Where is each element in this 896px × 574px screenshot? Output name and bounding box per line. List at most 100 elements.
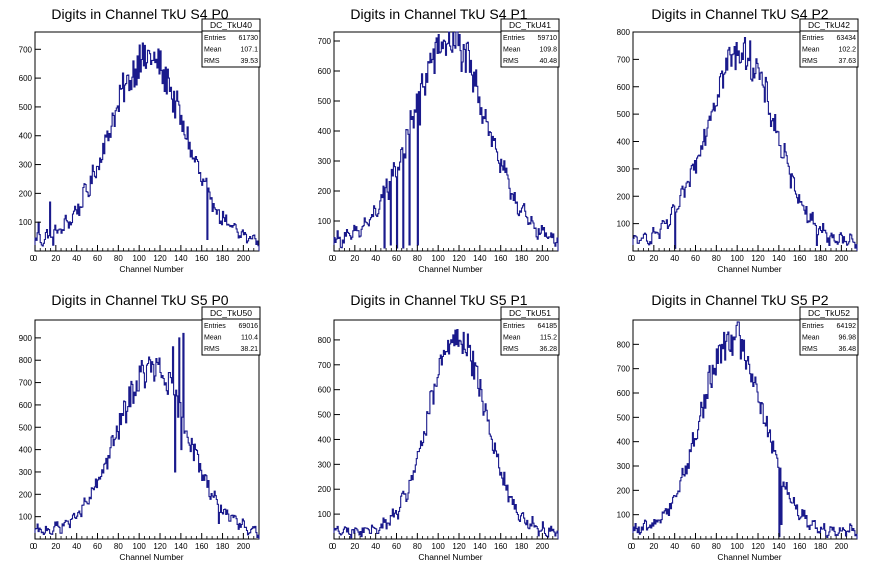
- x-tick-label: 60: [93, 542, 102, 551]
- x-tick-label: 0: [631, 254, 636, 263]
- histogram-panel-1: Digits in Channel TkU S4 P0 0 20 40 60 80 100 1…: [19, 6, 261, 274]
- histogram-line: [333, 31, 559, 251]
- stats-label-entries: Entries: [503, 35, 525, 42]
- stats-name: DC_TkU50: [210, 308, 252, 318]
- y-tick-label: 700: [318, 37, 332, 46]
- x-tick-label: 200: [237, 542, 251, 551]
- x-tick-label: 0: [631, 542, 636, 551]
- stats-value-rms: 38.21: [240, 346, 258, 353]
- y-tick-label: 400: [318, 127, 332, 136]
- y-tick-label: 800: [19, 356, 33, 365]
- y-tick-label: 500: [617, 413, 631, 422]
- y-tick-label: 200: [617, 192, 631, 201]
- x-tick-label: 100: [432, 542, 446, 551]
- y-tick-label: 300: [617, 462, 631, 471]
- y-tick-label: 100: [617, 220, 631, 229]
- panel-title: Digits in Channel TkU S5 P1: [350, 292, 527, 308]
- histogram-line: [632, 321, 858, 539]
- x-tick-label: 80: [114, 542, 123, 551]
- stats-label-rms: RMS: [503, 346, 519, 353]
- y-tick-label: 300: [19, 468, 33, 477]
- y-tick-label: 100: [19, 513, 33, 522]
- y-tick-label: 400: [617, 438, 631, 447]
- panel-title: Digits in Channel TkU S5 P0: [51, 292, 228, 308]
- histogram-line: [34, 42, 260, 251]
- x-axis-label: Channel Number: [717, 552, 781, 562]
- x-tick-label: 180: [515, 254, 529, 263]
- stats-value-rms: 40.48: [539, 58, 557, 65]
- y-tick-label: 800: [617, 340, 631, 349]
- y-origin-label: 0: [329, 542, 334, 551]
- x-tick-label: 120: [751, 542, 765, 551]
- x-tick-label: 40: [72, 542, 81, 551]
- x-tick-label: 120: [153, 542, 167, 551]
- x-tick-label: 180: [216, 254, 230, 263]
- x-tick-label: 200: [835, 542, 849, 551]
- stats-label-entries: Entries: [802, 323, 824, 330]
- x-tick-label: 20: [51, 254, 60, 263]
- stats-value-rms: 39.53: [240, 58, 258, 65]
- stats-value-entries: 59710: [538, 35, 558, 42]
- y-tick-label: 800: [617, 28, 631, 37]
- y-tick-label: 500: [318, 97, 332, 106]
- x-tick-label: 160: [494, 254, 508, 263]
- stats-value-mean: 109.8: [539, 47, 557, 54]
- x-axis-label: Channel Number: [717, 264, 781, 274]
- y-tick-label: 400: [617, 138, 631, 147]
- plot-frame: [34, 31, 260, 252]
- stats-name: DC_TkU52: [808, 308, 850, 318]
- x-tick-label: 60: [392, 254, 401, 263]
- stats-name: DC_TkU41: [509, 20, 551, 30]
- x-tick-label: 180: [515, 542, 529, 551]
- stats-value-mean: 107.1: [240, 47, 258, 54]
- x-tick-label: 160: [793, 254, 807, 263]
- stats-label-entries: Entries: [802, 35, 824, 42]
- stats-box: [500, 306, 560, 356]
- y-tick-label: 500: [19, 423, 33, 432]
- stats-value-entries: 64185: [538, 323, 558, 330]
- histogram-panel-5: Digits in Channel TkU S5 P1 0 20 40 60 80 100 1…: [318, 292, 560, 562]
- stats-value-rms: 37.63: [838, 58, 856, 65]
- x-tick-label: 100: [432, 254, 446, 263]
- histogram-panel-2: Digits in Channel TkU S4 P1 0 20 40 60 80 100 1…: [318, 6, 560, 274]
- stats-value-rms: 36.28: [539, 346, 557, 353]
- x-tick-label: 180: [814, 254, 828, 263]
- histogram-panel-6: Digits in Channel TkU S5 P2 0 20 40 60 80 100 1…: [617, 292, 859, 562]
- x-tick-label: 40: [670, 254, 679, 263]
- stats-label-mean: Mean: [503, 335, 521, 342]
- y-tick-label: 300: [19, 161, 33, 170]
- plot-frame: [34, 319, 260, 540]
- x-tick-label: 80: [413, 254, 422, 263]
- stats-value-entries: 63434: [837, 35, 857, 42]
- x-axis-label: Channel Number: [418, 552, 482, 562]
- histogram-line: [333, 328, 559, 539]
- x-tick-label: 100: [731, 254, 745, 263]
- stats-label-rms: RMS: [802, 346, 818, 353]
- x-tick-label: 40: [371, 542, 380, 551]
- histogram-line: [632, 37, 858, 251]
- stats-box: [201, 18, 261, 68]
- y-tick-label: 900: [19, 334, 33, 343]
- x-tick-label: 100: [133, 542, 147, 551]
- x-tick-label: 140: [473, 254, 487, 263]
- histogram-line: [34, 332, 260, 539]
- x-axis-label: Channel Number: [119, 264, 183, 274]
- x-tick-label: 180: [814, 542, 828, 551]
- x-tick-label: 120: [452, 542, 466, 551]
- plot-frame: [632, 319, 858, 540]
- x-tick-label: 0: [332, 254, 337, 263]
- y-tick-label: 700: [617, 365, 631, 374]
- x-tick-label: 200: [835, 254, 849, 263]
- y-origin-label: 0: [30, 542, 35, 551]
- stats-label-mean: Mean: [802, 335, 820, 342]
- x-tick-label: 140: [772, 254, 786, 263]
- y-tick-label: 600: [318, 67, 332, 76]
- x-tick-label: 160: [494, 542, 508, 551]
- histogram-panel-3: Digits in Channel TkU S4 P2 0 20 40 60 80 100 1…: [617, 6, 859, 274]
- y-tick-label: 500: [19, 103, 33, 112]
- stats-label-rms: RMS: [503, 58, 519, 65]
- stats-box: [799, 18, 859, 68]
- y-tick-label: 200: [318, 485, 332, 494]
- y-tick-label: 700: [19, 379, 33, 388]
- plot-frame: [333, 31, 559, 252]
